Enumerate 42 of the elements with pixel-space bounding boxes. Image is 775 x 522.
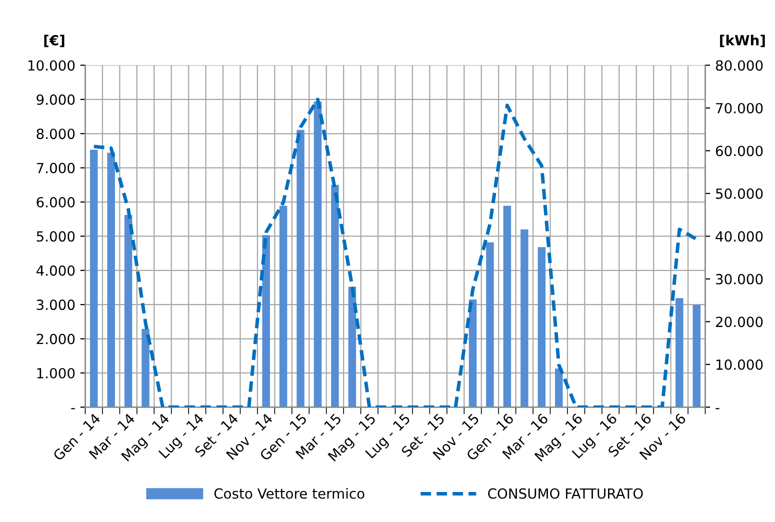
y-tick-label: 10.000 (28, 60, 75, 71)
y2-tick-label: 70.000 (716, 102, 763, 114)
bar (554, 368, 563, 408)
bar (676, 298, 684, 408)
y-tick-label: 4.000 (36, 265, 75, 276)
y-tick-label: 7.000 (36, 162, 75, 174)
bar (331, 184, 339, 408)
bar (314, 101, 322, 408)
bar (538, 247, 546, 408)
bar (90, 150, 98, 408)
y2-tick-label: 60.000 (716, 146, 763, 156)
bar (296, 130, 304, 408)
y2-tick-label: 10.000 (716, 359, 763, 370)
y2-tick-label: 80.000 (716, 60, 763, 71)
line-series (92, 98, 698, 408)
y-tick-label: - (71, 408, 75, 410)
legend-label: CONSUMO FATTURATO (488, 488, 643, 499)
y-axis-title: [€] (44, 34, 64, 48)
y2-tick-label: 20.000 (716, 316, 763, 328)
y-tick-label: 2.000 (36, 334, 75, 344)
bar (279, 206, 288, 408)
y-tick-label: 3.000 (36, 300, 75, 310)
bar (262, 235, 270, 408)
y-tick-label: 9.000 (36, 94, 75, 105)
bar (107, 152, 115, 408)
y2-tick-label: 40.000 (716, 231, 763, 242)
bar (503, 206, 512, 408)
bar (468, 299, 477, 408)
y2-tick-label: 30.000 (716, 274, 763, 284)
bar (142, 328, 150, 408)
bar (486, 242, 494, 408)
legend-label: Costo Vettore termico (214, 488, 364, 499)
y2-tick-label: - (716, 408, 720, 410)
bar (124, 215, 132, 408)
y2-tick-label: 50.000 (716, 188, 763, 199)
y-tick-label: 6.000 (36, 196, 75, 208)
bar (520, 229, 528, 408)
y2-axis-title: [kWh] (720, 34, 765, 48)
y-tick-label: 8.000 (36, 128, 75, 140)
bar (692, 304, 701, 408)
y-tick-label: 1.000 (37, 368, 75, 378)
y-tick-label: 5.000 (36, 231, 75, 242)
